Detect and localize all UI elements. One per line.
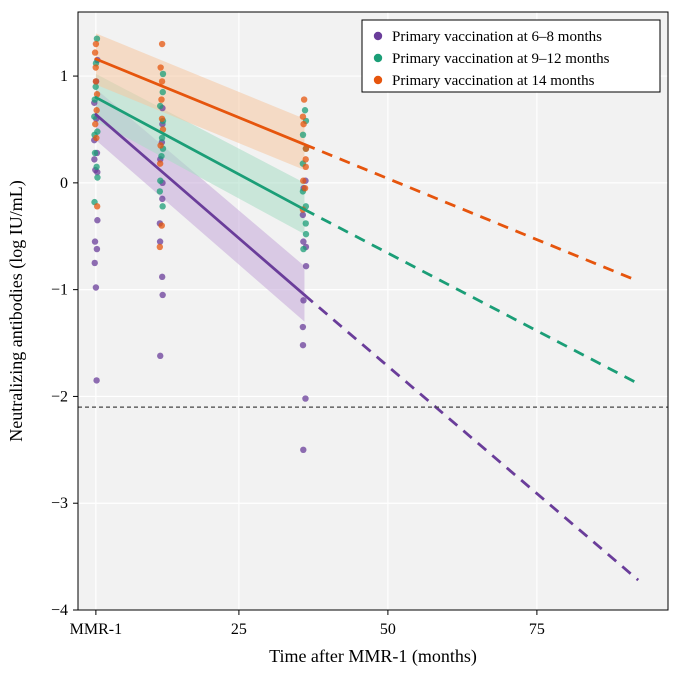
point-g9_12 <box>158 153 164 159</box>
point-g9_12 <box>157 103 163 109</box>
point-g9_12 <box>300 246 306 252</box>
point-g6_8 <box>92 238 98 244</box>
point-g14 <box>300 178 306 184</box>
point-g9_12 <box>302 107 308 113</box>
x-tick-label: 75 <box>529 621 545 638</box>
point-g14 <box>94 91 100 97</box>
y-tick-label: 1 <box>60 68 68 85</box>
x-tick-label: MMR-1 <box>70 621 122 638</box>
point-g14 <box>92 121 98 127</box>
point-g9_12 <box>300 132 306 138</box>
point-g14 <box>157 160 163 166</box>
point-g6_8 <box>159 274 165 280</box>
point-g9_12 <box>94 35 100 41</box>
point-g9_12 <box>160 71 166 77</box>
point-g14 <box>300 113 306 119</box>
legend-marker-g9_12 <box>374 54 382 62</box>
point-g14 <box>301 96 307 102</box>
point-g6_8 <box>159 292 165 298</box>
legend: Primary vaccination at 6–8 months Primary… <box>362 20 660 92</box>
y-axis-label: Neutralizing antibodies (log IU/mL) <box>6 180 27 441</box>
point-g14 <box>157 64 163 70</box>
point-g9_12 <box>160 89 166 95</box>
point-g9_12 <box>157 178 163 184</box>
y-tick-label: −2 <box>51 388 68 405</box>
point-g9_12 <box>303 220 309 226</box>
point-g9_12 <box>94 174 100 180</box>
legend-label-g14: Primary vaccination at 14 months <box>392 73 595 89</box>
legend-marker-g14 <box>374 76 382 84</box>
point-g14 <box>157 142 163 148</box>
point-g6_8 <box>300 342 306 348</box>
point-g14 <box>93 135 99 141</box>
point-g6_8 <box>92 260 98 266</box>
point-g6_8 <box>91 156 97 162</box>
antibody-chart: MMR-1 25 50 75 −4 −3 −2 −1 0 1 Time after MMR-1 (m… <box>0 0 679 680</box>
legend-label-g6_8: Primary vaccination at 6–8 months <box>392 29 602 45</box>
x-tick-label: 25 <box>231 621 247 638</box>
point-g9_12 <box>94 128 100 134</box>
point-g14 <box>93 78 99 84</box>
x-axis-label: Time after MMR-1 (months) <box>269 646 477 667</box>
y-tick-label: −3 <box>51 495 68 512</box>
point-g9_12 <box>157 188 163 194</box>
point-g14 <box>159 116 165 122</box>
point-g14 <box>159 41 165 47</box>
point-g14 <box>159 78 165 84</box>
point-g14 <box>158 96 164 102</box>
point-g14 <box>94 203 100 209</box>
point-g6_8 <box>302 395 308 401</box>
point-g6_8 <box>159 196 165 202</box>
point-g9_12 <box>303 231 309 237</box>
chart-container: MMR-1 25 50 75 −4 −3 −2 −1 0 1 Time after MMR-1 (m… <box>0 0 679 680</box>
x-tick-label: 50 <box>380 621 396 638</box>
point-g6_8 <box>300 324 306 330</box>
legend-label-g9_12: Primary vaccination at 9–12 months <box>392 51 610 67</box>
point-g9_12 <box>93 164 99 170</box>
point-g9_12 <box>92 150 98 156</box>
point-g14 <box>92 49 98 55</box>
legend-marker-g6_8 <box>374 32 382 40</box>
y-tick-label: −1 <box>51 282 68 299</box>
y-tick-label: −4 <box>51 602 68 619</box>
point-g6_8 <box>94 246 100 252</box>
point-g14 <box>159 222 165 228</box>
point-g6_8 <box>157 353 163 359</box>
y-tick-label: 0 <box>60 175 68 192</box>
point-g14 <box>93 107 99 113</box>
point-g14 <box>93 41 99 47</box>
point-g14 <box>300 121 306 127</box>
point-g9_12 <box>159 203 165 209</box>
point-g6_8 <box>300 447 306 453</box>
point-g6_8 <box>303 263 309 269</box>
point-g14 <box>93 64 99 70</box>
point-g14 <box>303 164 309 170</box>
point-g6_8 <box>94 217 100 223</box>
point-g14 <box>157 244 163 250</box>
point-g14 <box>302 185 308 191</box>
point-g14 <box>303 156 309 162</box>
point-g6_8 <box>93 284 99 290</box>
point-g6_8 <box>93 377 99 383</box>
point-g6_8 <box>300 297 306 303</box>
